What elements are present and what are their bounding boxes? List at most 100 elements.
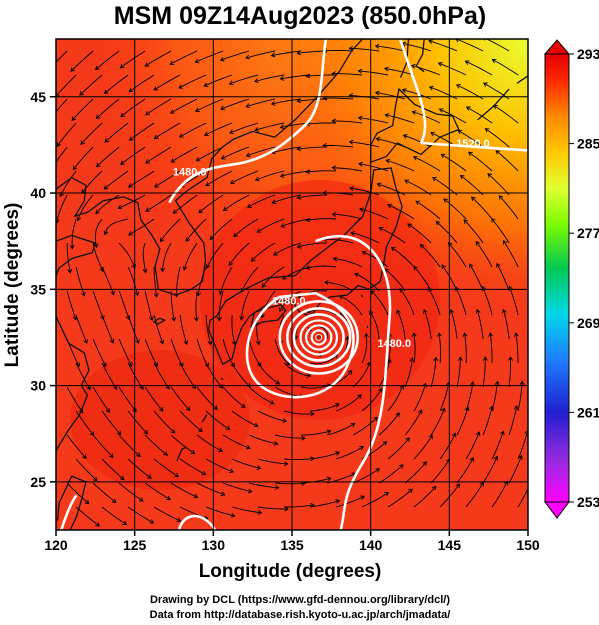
streamline <box>104 218 129 235</box>
contour-label: 1480.0 <box>377 338 411 350</box>
streamline <box>101 506 127 525</box>
streamline <box>77 194 94 221</box>
streamline <box>245 50 276 59</box>
streamline-arrowhead <box>84 499 90 505</box>
streamline-arrowhead <box>229 129 234 135</box>
streamline <box>128 218 155 236</box>
streamline-arrowhead <box>135 339 140 344</box>
streamline <box>153 314 164 344</box>
streamline <box>280 170 311 177</box>
streamline-arrowhead <box>354 272 360 278</box>
streamline <box>386 159 415 172</box>
streamline <box>358 117 389 124</box>
streamline-arrowhead <box>349 186 354 191</box>
streamline-arrowhead <box>144 62 150 67</box>
contour-line <box>177 514 217 530</box>
contour-ring <box>299 319 339 356</box>
streamline <box>384 268 406 292</box>
streamline-arrowhead <box>386 203 392 209</box>
streamline <box>128 170 155 188</box>
streamline <box>495 150 519 172</box>
streamline-arrowhead <box>233 232 238 238</box>
streamline-arrowhead <box>185 406 191 412</box>
streamline <box>142 242 147 273</box>
temperature-field-patch <box>200 180 440 420</box>
streamline <box>161 242 172 272</box>
streamline-arrowhead <box>376 182 382 188</box>
streamline <box>196 482 225 496</box>
streamline <box>153 410 176 434</box>
streamline <box>471 196 493 220</box>
streamline <box>66 386 83 413</box>
plot-area: 1480.0 1520.0 1480.0 1480.0 <box>56 39 528 530</box>
x-tick-label: 140 <box>359 537 383 553</box>
streamline <box>170 482 198 498</box>
streamline <box>118 482 144 502</box>
height-contours <box>59 39 528 530</box>
streamline-arrowhead <box>412 155 418 161</box>
streamline <box>491 381 498 412</box>
streamline-arrowhead <box>493 455 499 461</box>
streamline <box>169 50 198 65</box>
contour-line <box>315 234 392 530</box>
contour-line <box>398 39 427 144</box>
streamline-arrowhead <box>384 113 390 118</box>
streamline-arrowhead <box>305 73 310 79</box>
streamline-arrowhead <box>326 476 332 482</box>
streamline-arrowhead <box>139 384 144 390</box>
coastline <box>56 475 73 521</box>
streamline <box>66 290 77 320</box>
streamline-arrowhead <box>158 407 164 412</box>
streamline <box>517 430 528 460</box>
streamline <box>432 177 458 196</box>
streamline <box>443 198 467 220</box>
streamline-arrowhead <box>154 183 159 188</box>
streamline <box>71 218 77 249</box>
streamline <box>75 266 85 296</box>
streamline <box>375 45 406 52</box>
streamline <box>222 434 251 449</box>
streamline <box>95 50 120 70</box>
streamline <box>160 218 181 242</box>
streamline <box>257 362 280 385</box>
y-axis: 25 30 35 40 45 <box>30 89 56 490</box>
contour-ring <box>310 329 327 346</box>
streamline-arrowhead <box>95 522 100 527</box>
streamline <box>358 70 389 76</box>
streamline <box>301 477 331 484</box>
streamline-arrowhead <box>203 131 209 137</box>
streamline-arrowhead <box>127 183 133 188</box>
streamline <box>153 506 181 522</box>
streamline-arrowhead <box>171 316 177 322</box>
streamline <box>56 146 68 164</box>
streamline-arrowhead <box>487 173 492 178</box>
streamline <box>66 482 90 505</box>
streamline <box>178 74 207 89</box>
streamline <box>170 290 175 321</box>
streamline <box>95 194 120 214</box>
streamline <box>283 362 311 377</box>
streamline <box>463 219 484 244</box>
streamline <box>492 59 519 76</box>
coastline <box>370 87 460 163</box>
streamline-arrowhead <box>508 356 513 361</box>
streamline <box>407 223 432 244</box>
streamline-arrowhead <box>422 309 428 314</box>
streamline <box>196 146 224 162</box>
streamline-arrowhead <box>128 87 134 93</box>
streamline <box>413 266 432 292</box>
streamline <box>154 170 181 188</box>
streamline-arrowhead <box>464 406 470 412</box>
streamline-arrowhead <box>469 263 474 269</box>
streamline <box>248 482 279 489</box>
streamline <box>153 458 179 478</box>
streamline <box>439 382 450 412</box>
streamline-arrowhead <box>256 228 262 233</box>
streamline <box>335 394 362 412</box>
streamline <box>273 242 302 256</box>
colorbar-tick-label: 285 <box>577 136 599 152</box>
streamline-arrowhead <box>213 405 218 410</box>
streamline-arrowhead <box>384 268 389 273</box>
streamline-arrowhead <box>144 111 150 116</box>
y-tick-label: 25 <box>30 474 46 490</box>
